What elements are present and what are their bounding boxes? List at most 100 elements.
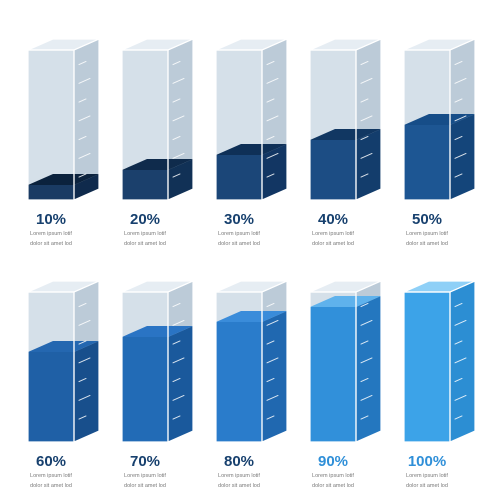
glass-top-outline [403, 280, 476, 293]
glass-top-face [216, 281, 287, 292]
glass-top-face [404, 39, 475, 50]
percent-label: 40% [317, 211, 349, 228]
caption-line: Lorem ipsum lotif [406, 231, 448, 237]
measure-tick [78, 340, 87, 345]
glass-top-face [310, 281, 381, 292]
measure-tick [172, 115, 185, 122]
liquid-front-face [310, 140, 356, 200]
liquid-front-face [404, 292, 450, 442]
measure-tick [454, 340, 463, 345]
measure-tick [454, 60, 463, 66]
measure-tick [360, 98, 369, 103]
measure-tick [454, 152, 467, 159]
measure-tick [266, 60, 275, 66]
tank-caption: 50% Lorem ipsum lotif dolor sit amet lod [387, 212, 467, 247]
percent-label: 10% [35, 211, 67, 228]
measure-tick [172, 173, 181, 178]
measure-tick [266, 302, 275, 308]
measure-tick [266, 340, 275, 345]
glass-top-outline [403, 38, 476, 51]
measure-tick [454, 173, 463, 178]
measure-tick [78, 377, 87, 383]
liquid-side-face [74, 174, 99, 200]
measure-tick [78, 302, 87, 308]
caption-line: Lorem ipsum lotif [218, 473, 260, 479]
caption-line: dolor sit amet lod [312, 482, 354, 489]
measure-tick [78, 98, 87, 103]
liquid-front-face [216, 155, 262, 200]
measure-tick [172, 319, 185, 326]
measure-tick [172, 77, 185, 84]
glass-top-outline [27, 280, 100, 293]
liquid-surface [310, 296, 381, 307]
liquid-side-face [450, 281, 475, 442]
measure-tick [454, 302, 463, 308]
liquid-surface [310, 129, 381, 140]
liquid-side-face [356, 296, 381, 442]
measure-tick [266, 377, 275, 383]
tank-caption: 60% Lorem ipsum lotif dolor sit amet lod [11, 454, 91, 489]
tank-caption: 70% Lorem ipsum lotif dolor sit amet lod [105, 454, 185, 489]
measure-tick [360, 60, 369, 66]
caption-line: Lorem ipsum lotif [406, 473, 448, 479]
caption-line: Lorem ipsum lotif [312, 473, 354, 479]
glass-top-face [28, 39, 99, 50]
caption-line: Lorem ipsum lotif [30, 473, 72, 479]
measure-tick [266, 98, 275, 103]
glass-top-outline [215, 280, 288, 293]
measure-tick [454, 135, 463, 141]
measure-tick [78, 77, 91, 84]
measure-tick [454, 98, 463, 103]
tank-caption: 90% Lorem ipsum lotif dolor sit amet lod [293, 454, 373, 489]
caption-line: dolor sit amet lod [124, 240, 166, 247]
percent-label: 70% [129, 453, 161, 470]
measure-tick [78, 415, 87, 420]
measure-tick [266, 152, 279, 159]
liquid-front-face [404, 125, 450, 200]
measure-tick [78, 135, 87, 141]
measure-tick [78, 115, 91, 122]
caption-line: dolor sit amet lod [406, 482, 448, 489]
liquid-surface [216, 311, 287, 322]
measure-tick [454, 377, 463, 383]
measure-tick [78, 173, 87, 178]
liquid-front-face [310, 307, 356, 442]
measure-tick [266, 319, 279, 326]
liquid-front-face [28, 352, 74, 442]
liquid-side-face [74, 341, 99, 442]
liquid-front-face [28, 185, 74, 200]
measure-tick [360, 319, 373, 326]
tank-caption: 10% Lorem ipsum lotif dolor sit amet lod [11, 212, 91, 247]
caption-line: dolor sit amet lod [312, 240, 354, 247]
liquid-front-face [122, 337, 168, 442]
caption-line: dolor sit amet lod [124, 482, 166, 489]
liquid-front-face [122, 170, 168, 200]
measure-tick [454, 115, 467, 122]
measure-tick [172, 60, 181, 66]
measure-tick [360, 357, 373, 364]
measure-tick [454, 357, 467, 364]
measure-tick [266, 357, 279, 364]
glass-top-outline [309, 280, 382, 293]
measure-tick [172, 135, 181, 141]
measure-tick [360, 115, 373, 122]
glass-top-outline [121, 38, 194, 51]
measure-tick [360, 135, 369, 141]
caption-line: Lorem ipsum lotif [124, 231, 166, 237]
tank-caption: 40% Lorem ipsum lotif dolor sit amet lod [293, 212, 373, 247]
tank-caption: 100% Lorem ipsum lotif dolor sit amet lo… [387, 454, 467, 489]
glass-side-face [74, 39, 99, 200]
glass-top-outline [27, 38, 100, 51]
liquid-front-face [216, 322, 262, 442]
liquid-surface [122, 159, 193, 170]
liquid-side-face [168, 159, 193, 200]
caption-line: Lorem ipsum lotif [312, 231, 354, 237]
measure-tick [78, 60, 87, 66]
measure-tick [360, 394, 373, 401]
caption-line: Lorem ipsum lotif [30, 231, 72, 237]
glass-top-face [28, 281, 99, 292]
measure-tick [172, 377, 181, 383]
measure-tick [360, 173, 369, 178]
measure-tick [172, 152, 185, 159]
